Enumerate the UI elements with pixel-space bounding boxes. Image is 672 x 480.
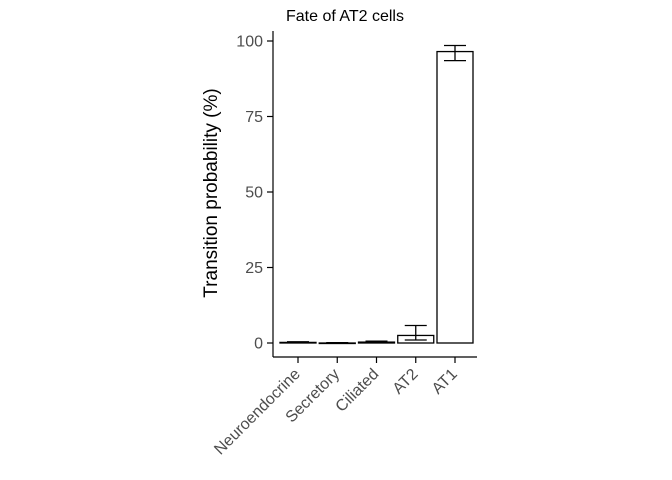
y-tick-label: 100: [236, 34, 263, 51]
chart-title: Fate of AT2 cells: [286, 8, 404, 25]
error-bars: [287, 44, 466, 344]
bar-at1: [436, 50, 474, 344]
y-tick-label: 50: [245, 185, 263, 202]
y-tick-label: 75: [245, 109, 263, 126]
x-tick-label: Ciliated: [333, 366, 383, 416]
error-bar-neuroendocrine: [287, 341, 309, 344]
y-axis-label: Transition probability (%): [201, 88, 222, 297]
error-bar-at2: [404, 324, 427, 341]
y-axis-ticks: 0 25 50 75 100: [236, 34, 273, 353]
bars: [279, 50, 474, 345]
y-tick-label: 0: [254, 336, 263, 353]
error-bar-at1: [444, 44, 466, 62]
y-tick-label: 25: [245, 260, 263, 277]
error-bar-ciliated: [365, 340, 388, 344]
x-tick-label: AT1: [429, 366, 461, 398]
x-tick-label: AT2: [390, 366, 422, 398]
